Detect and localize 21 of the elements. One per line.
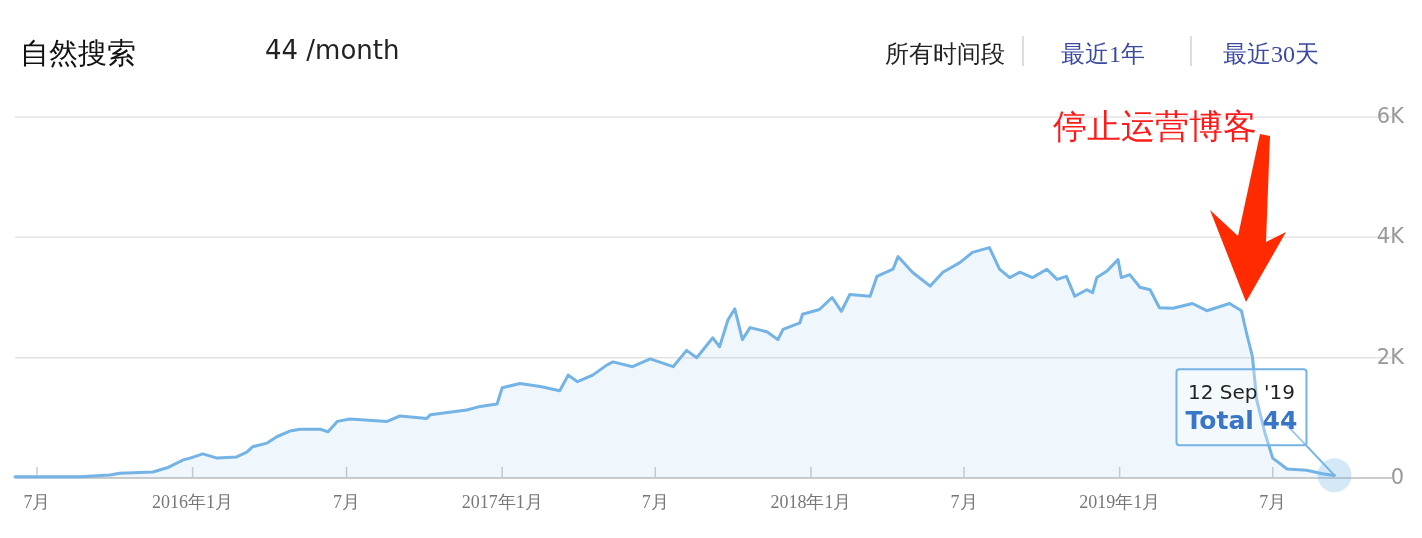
annotation: Total 44: [1185, 406, 1298, 436]
y-tick-label: 4K: [1376, 224, 1406, 249]
x-tick-label: 2019年1月: [1079, 492, 1161, 513]
chart-subtitle: 44 /month: [265, 35, 400, 65]
text: 最近1年: [1061, 41, 1145, 67]
x-tick-label: 7月: [333, 492, 361, 513]
annotation: 12 Sep '19: [1188, 379, 1295, 404]
y-tick-label: 0: [1390, 465, 1404, 489]
x-tick-label: 2016年1月: [152, 492, 234, 513]
x-tick-label: 7月: [1259, 492, 1287, 513]
text: 最近30天: [1223, 41, 1319, 67]
annotation: 停止运营博客: [1053, 106, 1257, 146]
x-tick-label: 7月: [950, 492, 978, 513]
x-tick-label: 7月: [23, 492, 51, 513]
text: 所有时间段: [885, 41, 1005, 67]
x-tick-label: 2017年1月: [461, 492, 543, 513]
y-tick-label: 6K: [1376, 104, 1406, 128]
chart-title: 自然搜索: [20, 37, 136, 69]
x-tick-label: 2018年1月: [770, 492, 852, 513]
x-tick-label: 7月: [641, 492, 669, 513]
y-tick-label: 2K: [1376, 344, 1406, 369]
